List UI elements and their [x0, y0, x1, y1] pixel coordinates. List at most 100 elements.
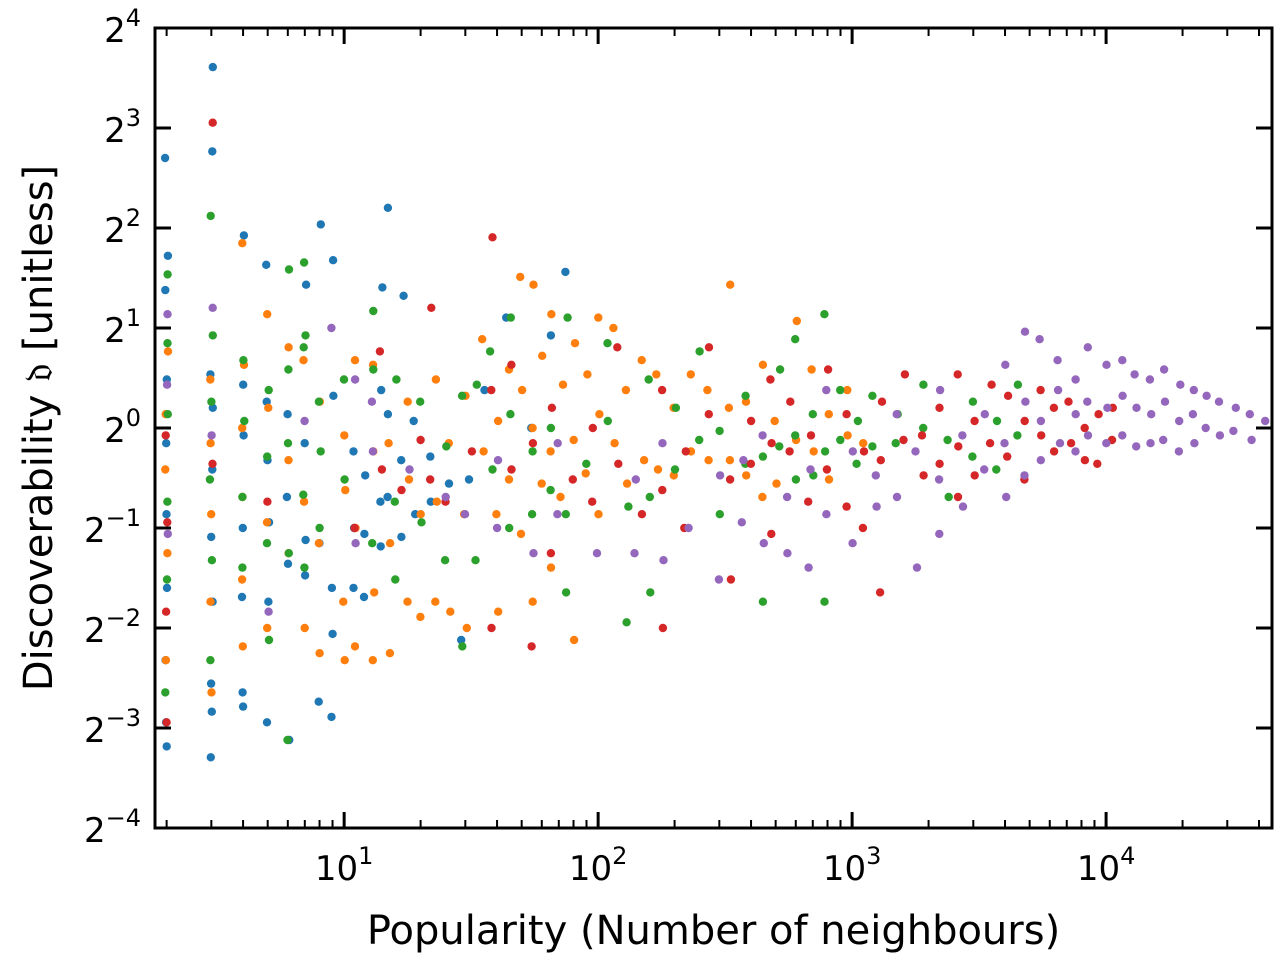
- data-point: [1001, 360, 1010, 369]
- data-point: [659, 556, 668, 565]
- data-point: [992, 465, 1001, 474]
- data-point: [403, 397, 412, 406]
- data-point: [492, 510, 501, 519]
- data-point: [431, 375, 441, 384]
- data-point: [240, 416, 249, 426]
- data-point: [301, 331, 310, 340]
- data-point: [561, 510, 570, 519]
- data-point: [416, 510, 425, 519]
- data-point: [264, 635, 274, 645]
- data-point: [807, 365, 816, 374]
- y-tick-label: 2−3: [84, 704, 141, 751]
- data-point: [767, 439, 776, 448]
- data-point: [772, 479, 781, 488]
- data-point: [446, 607, 455, 616]
- data-point: [300, 563, 309, 572]
- data-point: [494, 607, 503, 616]
- data-point: [340, 431, 349, 440]
- data-point: [300, 416, 309, 426]
- data-point: [704, 456, 713, 465]
- data-point: [954, 442, 963, 451]
- data-point: [820, 447, 830, 456]
- data-point: [206, 211, 215, 221]
- data-point: [872, 502, 881, 511]
- y-tick-label: 22: [104, 204, 141, 251]
- data-point: [670, 465, 680, 474]
- y-tick-label: 2−4: [84, 804, 141, 851]
- data-point: [681, 447, 690, 456]
- data-point: [1037, 431, 1046, 440]
- data-point: [471, 556, 480, 565]
- data-point: [376, 542, 385, 551]
- data-point: [339, 597, 348, 606]
- data-point: [1159, 435, 1168, 445]
- data-point: [645, 492, 654, 502]
- data-point: [1071, 375, 1080, 384]
- data-point: [1066, 439, 1076, 448]
- data-point: [237, 575, 247, 584]
- data-point: [556, 492, 565, 502]
- data-point: [848, 539, 857, 548]
- data-point: [383, 492, 392, 502]
- data-point: [703, 385, 712, 395]
- data-point: [327, 712, 336, 722]
- data-point: [808, 410, 817, 419]
- data-point: [238, 492, 247, 502]
- data-point: [162, 718, 171, 727]
- data-point: [340, 475, 349, 484]
- data-point: [392, 375, 401, 384]
- data-point: [806, 431, 816, 440]
- data-point: [375, 347, 385, 356]
- data-point: [315, 523, 324, 533]
- data-point: [968, 452, 977, 461]
- data-point: [284, 265, 294, 274]
- data-point: [161, 285, 170, 295]
- data-point: [1261, 416, 1270, 426]
- data-point: [1036, 456, 1046, 465]
- y-tick-label: 2−1: [84, 504, 141, 551]
- data-point: [919, 380, 928, 389]
- data-point: [351, 539, 360, 548]
- data-point: [622, 618, 631, 627]
- data-point: [704, 410, 713, 419]
- data-point: [561, 267, 570, 277]
- data-point: [283, 439, 293, 448]
- data-point: [614, 459, 623, 468]
- data-point: [610, 439, 619, 448]
- data-point: [390, 497, 399, 506]
- data-point: [440, 556, 450, 565]
- data-point: [1102, 360, 1111, 369]
- data-point: [416, 397, 425, 406]
- data-point: [912, 563, 922, 572]
- data-point: [558, 380, 568, 389]
- data-point: [1071, 410, 1080, 419]
- data-point: [472, 380, 481, 389]
- data-point: [684, 523, 693, 533]
- data-point: [1132, 403, 1141, 412]
- data-point: [299, 497, 309, 506]
- data-point: [432, 497, 441, 506]
- data-point: [836, 435, 845, 445]
- data-point: [767, 529, 776, 539]
- data-point: [820, 310, 829, 319]
- data-point: [1053, 385, 1063, 395]
- data-point: [460, 510, 470, 519]
- data-point: [162, 439, 171, 448]
- y-tick-label: 2−2: [84, 604, 141, 651]
- data-point: [609, 323, 618, 333]
- data-point: [538, 351, 547, 360]
- data-point: [206, 656, 215, 665]
- data-point: [207, 556, 217, 565]
- data-point: [329, 391, 338, 400]
- data-point: [804, 563, 813, 572]
- y-tick-label: 20: [104, 404, 141, 451]
- data-point: [1020, 416, 1029, 426]
- data-point: [1083, 397, 1092, 406]
- data-point: [770, 416, 779, 426]
- data-point: [658, 485, 667, 495]
- data-point: [546, 549, 556, 558]
- data-point: [457, 391, 467, 400]
- data-point: [1102, 439, 1111, 448]
- data-point: [868, 442, 877, 451]
- data-point: [792, 316, 801, 326]
